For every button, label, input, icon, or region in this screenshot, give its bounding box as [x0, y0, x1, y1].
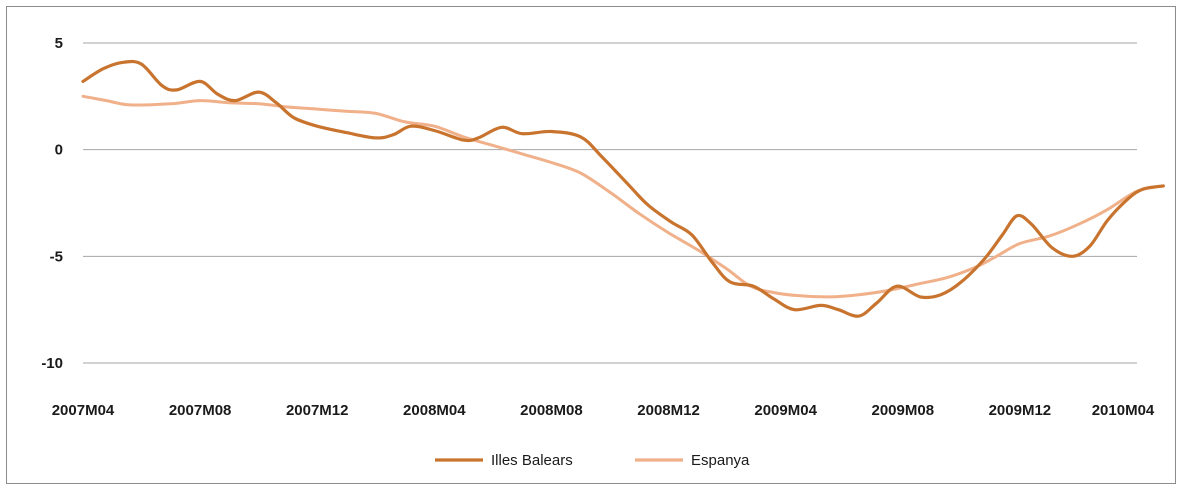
x-tick-label-9: 2010M04 [1092, 402, 1155, 419]
x-tick-label-5: 2008M12 [637, 402, 700, 419]
gridlines [83, 42, 1137, 364]
chart-frame: 5 0 -5 -10 2007M04 2007M08 2007M12 2008M04 2008… [6, 6, 1176, 484]
legend-label-1: Espanya [691, 452, 750, 469]
x-tick-label-4: 2008M08 [520, 402, 583, 419]
series-line-0 [81, 59, 1165, 318]
x-tick-label-3: 2008M04 [403, 402, 466, 419]
line-chart: 5 0 -5 -10 2007M04 2007M08 2007M12 2008M04 2008… [41, 35, 1165, 469]
x-tick-label-1: 2007M08 [169, 402, 232, 419]
y-tick-label-3: -10 [41, 355, 63, 372]
x-tick-label-8: 2009M12 [989, 402, 1052, 419]
x-tick-label-7: 2009M08 [871, 402, 934, 419]
legend: Illes Balears Espanya [435, 452, 750, 469]
y-tick-label-1: 0 [55, 142, 63, 159]
x-tick-label-0: 2007M04 [52, 402, 115, 419]
x-tick-label-6: 2009M04 [754, 402, 817, 419]
legend-label-0: Illes Balears [491, 452, 573, 469]
y-tick-label-0: 5 [55, 35, 63, 52]
y-tick-label-2: -5 [50, 248, 63, 265]
x-tick-label-2: 2007M12 [286, 402, 349, 419]
series-line-1 [81, 94, 1165, 299]
x-axis-tick-labels: 2007M04 2007M08 2007M12 2008M04 2008M08 2008M… [52, 402, 1155, 419]
series-lines [81, 59, 1165, 318]
y-axis-tick-labels: 5 0 -5 -10 [41, 35, 63, 372]
